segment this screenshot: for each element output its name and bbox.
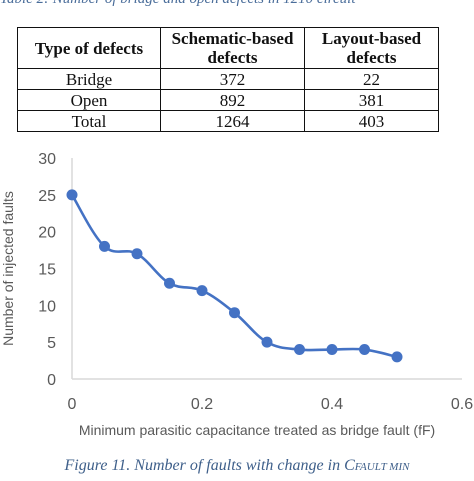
header-schematic: Schematic-based defects — [160, 27, 305, 69]
data-points — [66, 189, 403, 363]
cell-type: Open — [17, 89, 161, 111]
data-point — [294, 344, 305, 356]
header-layout: Layout-based defects — [304, 27, 439, 69]
data-point — [99, 240, 110, 252]
data-point — [131, 248, 143, 260]
y-tick-label: 5 — [47, 335, 56, 352]
y-axis-label: Number of injected faults — [0, 191, 16, 346]
cell-schematic: 1264 — [160, 110, 305, 132]
data-point — [66, 189, 78, 201]
table-caption: Table 2: Number of bridge and open defec… — [0, 0, 474, 11]
figure-caption-symbol: C — [344, 457, 355, 474]
header-type: Type of defects — [17, 27, 161, 69]
figure-caption: Figure 11. Number of faults with change … — [0, 457, 474, 475]
data-point — [391, 351, 403, 363]
table-row: Open 892 381 — [17, 89, 439, 111]
y-tick-label: 30 — [38, 151, 56, 168]
y-tick-label: 20 — [38, 225, 56, 242]
y-tick-label: 10 — [38, 298, 56, 315]
x-tick-label: 0.4 — [321, 396, 343, 413]
x-tick-label: 0.6 — [451, 396, 473, 413]
table-row: Total 1264 403 — [17, 110, 439, 132]
data-point — [326, 344, 338, 356]
y-tick-label: 0 — [47, 372, 56, 389]
cell-type: Total — [17, 110, 161, 132]
y-tick-label: 15 — [38, 262, 56, 279]
defects-table: Type of defects Schematic-based defects … — [17, 27, 439, 132]
x-tick-labels: 0 0.2 0.4 0.6 — [68, 396, 474, 413]
x-axis-label: Minimum parasitic capacitance treated as… — [79, 422, 435, 438]
cell-schematic: 892 — [160, 89, 305, 111]
table-row: Bridge 372 22 — [17, 68, 439, 90]
figure-caption-text: Figure 11. Number of faults with change … — [64, 457, 345, 474]
cell-layout: 381 — [304, 89, 439, 111]
cell-type: Bridge — [17, 68, 161, 90]
y-tick-label: 25 — [38, 188, 56, 205]
cell-layout: 22 — [304, 68, 439, 90]
cell-schematic: 372 — [160, 68, 305, 90]
data-point — [261, 336, 273, 348]
data-point — [164, 277, 175, 289]
series-line — [70, 194, 398, 359]
data-point — [359, 344, 370, 356]
x-tick-label: 0 — [68, 396, 77, 413]
y-tick-labels: 0 5 10 15 20 25 30 — [38, 151, 56, 389]
faults-line-chart: 0 5 10 15 20 25 30 0 0.2 0.4 0.6 Number of inject… — [0, 151, 474, 438]
x-tick-label: 0.2 — [191, 396, 213, 413]
figure-caption-subscript: FAULT MIN — [354, 461, 410, 473]
data-point — [196, 285, 208, 297]
table-header-row: Type of defects Schematic-based defects … — [17, 27, 439, 69]
cell-layout: 403 — [304, 110, 439, 132]
data-point — [229, 307, 240, 319]
